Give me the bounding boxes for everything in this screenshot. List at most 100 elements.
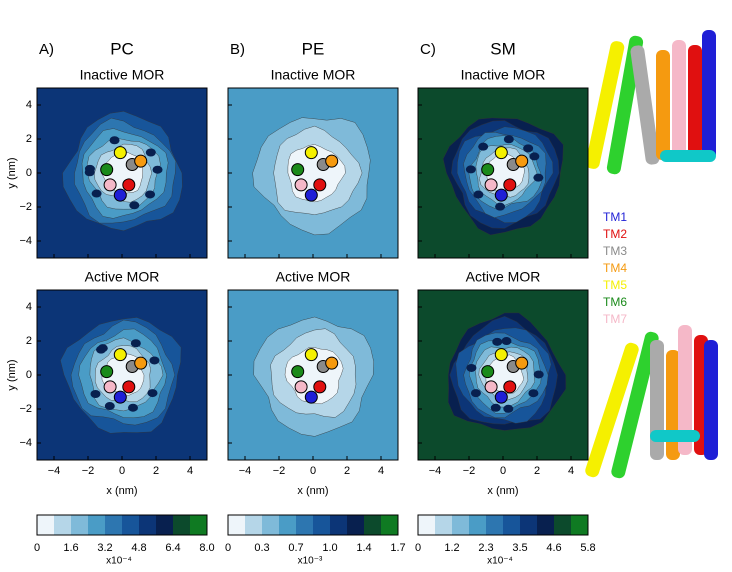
lipid-label: PE bbox=[302, 39, 325, 58]
density-map bbox=[418, 290, 588, 460]
density-spot bbox=[523, 144, 534, 153]
tm-marker bbox=[103, 380, 117, 394]
colorbar-cell bbox=[520, 515, 537, 535]
x-tick-label: −2 bbox=[273, 465, 286, 477]
y-tick-label: −4 bbox=[19, 437, 32, 449]
colorbar-frame bbox=[36, 514, 208, 536]
density-map bbox=[37, 88, 207, 258]
colorbar-tick-label: 1.2 bbox=[444, 542, 459, 554]
helix bbox=[704, 340, 718, 460]
tm-marker bbox=[494, 348, 508, 362]
tm-marker bbox=[515, 356, 529, 370]
colorbar-tick-label: 1.4 bbox=[356, 542, 371, 554]
colorbar-cell bbox=[173, 515, 190, 535]
tm-marker bbox=[494, 188, 508, 202]
tm-marker bbox=[122, 380, 136, 394]
density-spot bbox=[152, 165, 163, 174]
x-tick-label: 4 bbox=[187, 465, 193, 477]
colorbar-cell bbox=[452, 515, 469, 535]
helix bbox=[650, 430, 700, 442]
y-tick-label: −2 bbox=[19, 403, 32, 415]
density-spot bbox=[149, 356, 160, 365]
y-tick-label: 2 bbox=[26, 335, 32, 347]
tm-marker bbox=[313, 178, 327, 192]
colorbar-tick-label: 1.0 bbox=[322, 542, 337, 554]
tm-marker bbox=[494, 390, 508, 404]
x-axis-label: x (nm) bbox=[106, 485, 137, 497]
tm-marker bbox=[291, 163, 305, 177]
panel-title: Active MOR bbox=[466, 269, 541, 285]
legend-entry: TM6 bbox=[603, 295, 627, 309]
legend-entry: TM3 bbox=[603, 244, 627, 258]
colorbar-cell bbox=[139, 515, 156, 535]
tm-marker bbox=[122, 178, 136, 192]
density-spot bbox=[490, 403, 501, 412]
tm-marker bbox=[304, 348, 318, 362]
helix bbox=[611, 331, 659, 479]
protein-inactive bbox=[585, 30, 716, 175]
colorbar-cell bbox=[364, 515, 381, 535]
colorbar-tick-label: 3.2 bbox=[97, 542, 112, 554]
density-spot bbox=[129, 201, 140, 210]
panel-label: B) bbox=[230, 41, 245, 58]
colorbar-cell bbox=[418, 515, 435, 535]
colorbar-cell bbox=[279, 515, 296, 535]
y-tick-label: −4 bbox=[19, 235, 32, 247]
lipid-label: SM bbox=[490, 39, 516, 58]
density-spot bbox=[127, 403, 138, 412]
colorbar-cell bbox=[554, 515, 571, 535]
colorbar-cell bbox=[571, 515, 588, 535]
contours bbox=[228, 290, 398, 460]
colorbar-tick-label: 0.3 bbox=[254, 542, 269, 554]
density-spot bbox=[529, 152, 540, 161]
panel-title: Active MOR bbox=[276, 269, 351, 285]
tm-marker bbox=[481, 163, 495, 177]
colorbar-tick-label: 0.7 bbox=[288, 542, 303, 554]
helix bbox=[660, 150, 716, 162]
panel-label: C) bbox=[420, 41, 436, 58]
x-tick-label: 2 bbox=[534, 465, 540, 477]
x-tick-label: −2 bbox=[82, 465, 95, 477]
legend-entry: TM5 bbox=[603, 278, 627, 292]
x-tick-label: −4 bbox=[48, 465, 61, 477]
density-spot bbox=[501, 337, 512, 346]
contours bbox=[418, 290, 588, 460]
helix bbox=[666, 350, 680, 460]
colorbar-cell bbox=[105, 515, 122, 535]
colorbar-cell bbox=[245, 515, 262, 535]
tm-marker bbox=[481, 365, 495, 379]
colorbar-frame bbox=[227, 514, 399, 536]
tm-marker bbox=[294, 380, 308, 394]
colorbar-tick-label: 1.7 bbox=[390, 542, 405, 554]
colorbar-tick-label: 3.5 bbox=[512, 542, 527, 554]
density-spot bbox=[533, 370, 544, 379]
tm-marker bbox=[134, 154, 148, 168]
colorbar-cell bbox=[330, 515, 347, 535]
colorbar-cell bbox=[54, 515, 71, 535]
x-tick-label: 4 bbox=[378, 465, 384, 477]
colorbar-cell bbox=[486, 515, 503, 535]
colorbar-tick-label: 0 bbox=[225, 542, 231, 554]
colorbar-tick-label: 4.8 bbox=[131, 542, 146, 554]
x-tick-label: 2 bbox=[153, 465, 159, 477]
colorbar-cell bbox=[313, 515, 330, 535]
colorbar-tick-label: 6.4 bbox=[165, 542, 180, 554]
y-tick-label: −2 bbox=[19, 201, 32, 213]
tm-marker bbox=[291, 365, 305, 379]
colorbar-cell bbox=[537, 515, 554, 535]
density-spot bbox=[84, 164, 95, 173]
density-spot bbox=[470, 389, 481, 398]
helix bbox=[678, 325, 692, 455]
colorbar-cell bbox=[381, 515, 398, 535]
x-tick-label: −2 bbox=[463, 465, 476, 477]
density-spot bbox=[130, 339, 141, 348]
colorbar-cell bbox=[37, 515, 54, 535]
helix bbox=[702, 30, 716, 160]
y-tick-label: 4 bbox=[26, 99, 32, 111]
tm-marker bbox=[313, 380, 327, 394]
contours bbox=[37, 88, 207, 258]
density-spot bbox=[90, 389, 101, 398]
tm-marker bbox=[304, 188, 318, 202]
tm-marker bbox=[113, 146, 127, 160]
